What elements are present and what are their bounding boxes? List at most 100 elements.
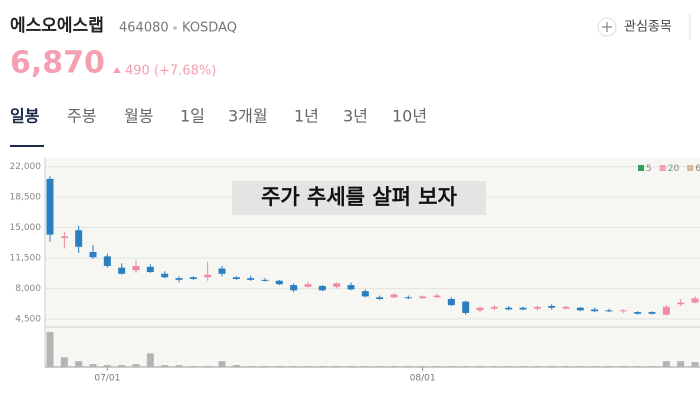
tab[interactable]: 1년 [294,107,319,126]
y-tick-label: 4,500 [15,315,41,325]
x-tick-label: 08/01 [410,374,436,384]
volume-bar [262,366,269,367]
candle-body [147,267,154,272]
dot [173,26,177,30]
candle-body [491,307,498,309]
tab[interactable]: 3년 [343,107,368,126]
volume-bar [176,365,183,367]
candle-body [376,297,383,299]
volume-bar [305,366,312,367]
volume-bar [118,365,125,367]
candle-body [663,307,670,315]
candle-body [348,285,355,289]
legend-label: 60 [695,164,700,174]
candle-body [276,281,283,284]
y-tick-label: 15,000 [10,223,42,233]
candle-body [333,283,340,286]
legend-swatch [638,165,644,171]
volume-bar [319,366,326,367]
volume-bar [534,366,541,367]
candle-body [634,312,641,314]
candle-body [247,278,254,280]
tab[interactable]: 3개월 [228,107,268,126]
candle-body [233,277,240,279]
candle-body [677,302,684,304]
volume-bar [462,366,469,367]
volume-bar [90,364,97,367]
candle-body [262,280,269,281]
candle-body [362,291,369,296]
y-tick-label: 22,000 [10,162,42,172]
candle-body [620,310,627,311]
volume-bar [204,366,211,367]
candle-body [419,296,426,298]
tabs: 일봉 주봉 월봉 1일 3개월 1년 3년 10년 [10,107,427,126]
volume-bar [419,366,426,367]
overlay-title: 주가 추세를 살펴 보자 [261,185,457,209]
legend-label: 5 [646,164,652,174]
candle-body [75,230,82,247]
candle-body [290,285,297,290]
volume-bar [376,366,383,367]
volume-bar [290,366,297,367]
candle-body [520,308,527,310]
volume-bar [548,366,555,367]
volume-bar [577,366,584,367]
volume-bar [147,353,154,367]
tab[interactable]: 1일 [180,107,205,126]
candle-body [61,236,68,238]
volume-bar [634,366,641,367]
volume-bar [434,366,441,367]
volume-bar [620,366,627,367]
candle-body [505,308,512,310]
volume-bar [606,366,613,367]
candle-body [577,308,584,311]
volume-bar [448,366,455,367]
y-tick-label: 11,500 [10,254,42,264]
volume-bar [491,366,498,367]
volume-bar [219,361,226,367]
volume-bar [348,366,355,367]
candle-body [161,274,168,277]
candle-body [649,312,656,314]
tab[interactable]: 월봉 [124,107,153,126]
candle-body [104,256,111,266]
watch-label: 관심종목 [624,20,672,35]
candle-body [591,309,598,311]
volume-bar [563,366,570,367]
volume-bar [61,357,68,367]
candle-body [606,310,613,311]
candle-body [462,302,469,313]
change: 490 (+7.68%) [125,64,216,79]
market: KOSDAQ [182,21,237,36]
volume-bar [233,365,240,367]
y-tick-label: 18,500 [10,193,42,203]
tab[interactable]: 주봉 [67,107,96,126]
up-arrow [113,67,121,73]
candle-body [448,299,455,305]
volume-bar [477,366,484,367]
candle-body [548,306,555,308]
volume-bar [161,365,168,367]
candle-body [90,252,97,257]
tab[interactable]: 10년 [392,107,427,126]
volume-bar [190,366,197,367]
tab[interactable]: 일봉 [10,107,40,126]
volume-bar [391,366,398,367]
candle-body [692,298,699,302]
volume-bar [677,361,684,367]
legend-label: 20 [668,164,680,174]
volume-bar [692,362,699,367]
candle-body [477,308,484,311]
candle-body [305,284,312,287]
candle-body [118,268,125,274]
volume-bar [276,366,283,367]
volume-bar [649,366,656,367]
volume-bar [520,366,527,367]
watch-button[interactable]: 관심종목 [598,18,672,36]
legend-swatch [660,165,666,171]
candle-body [434,296,441,298]
volume-bar [104,365,111,367]
x-tick-label: 07/01 [94,374,120,384]
